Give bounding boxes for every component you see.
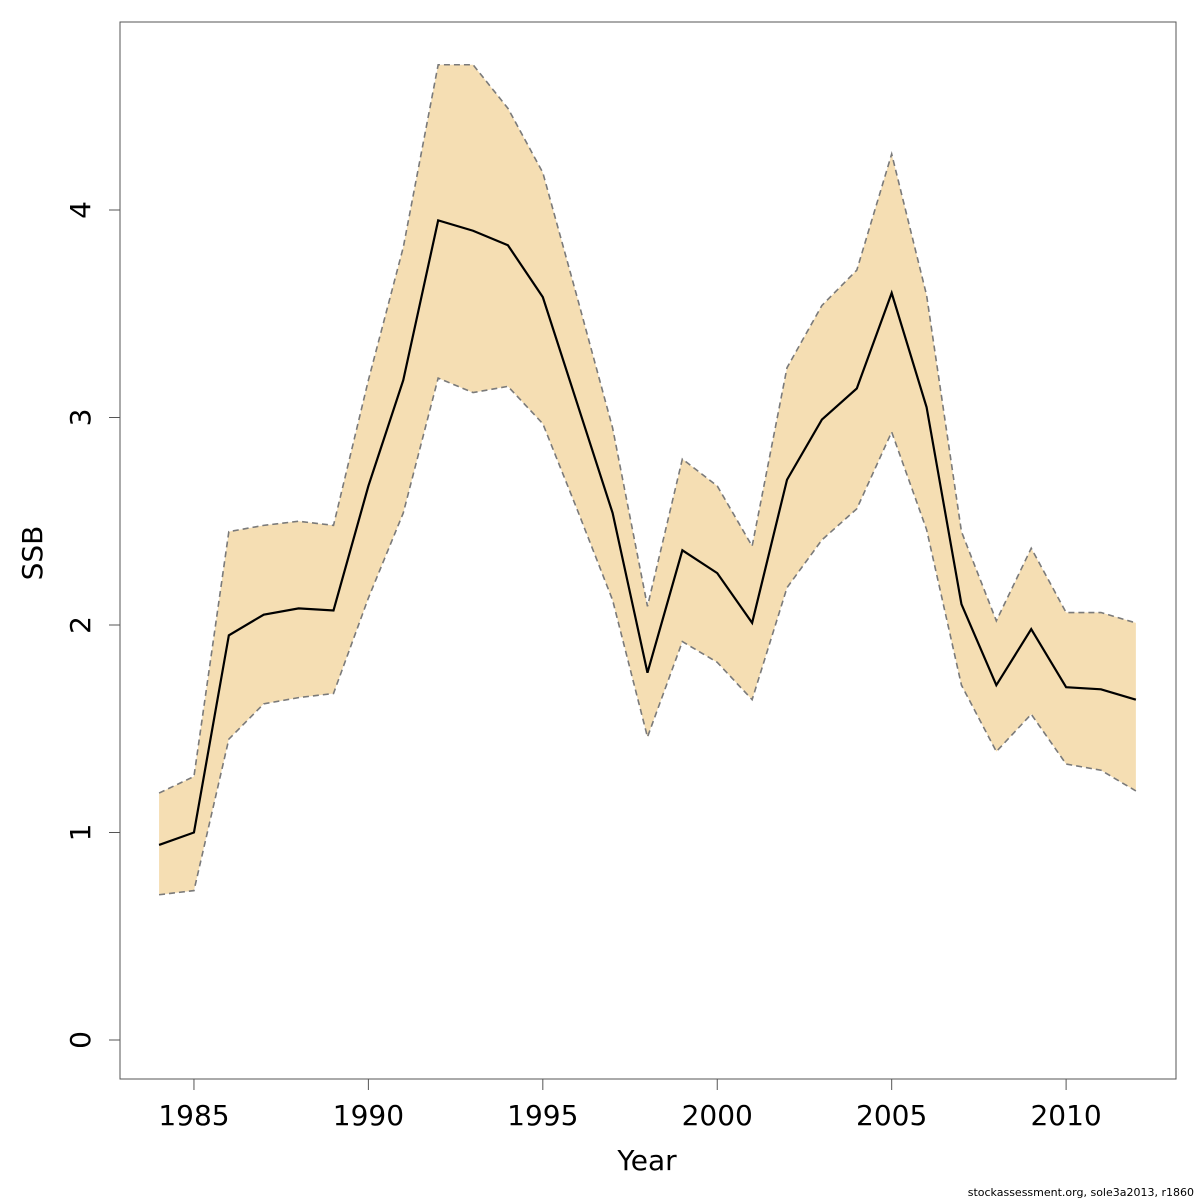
x-tick-label: 2010 <box>1030 1099 1101 1132</box>
y-axis-title: SSB <box>16 526 49 581</box>
y-tick-label: 1 <box>64 824 97 842</box>
x-tick-label: 1985 <box>158 1099 229 1132</box>
y-tick-label: 4 <box>64 201 97 219</box>
y-tick-label: 2 <box>64 616 97 634</box>
y-tick-label: 3 <box>64 409 97 427</box>
confidence-band <box>159 64 1136 895</box>
upper-bound-line <box>158 63 1137 794</box>
x-tick-label: 1995 <box>507 1099 578 1132</box>
x-axis-title: Year <box>616 1144 677 1177</box>
plot-frame <box>119 21 1177 1080</box>
footer-note: stockassessment.org, sole3a2013, r1860 <box>968 1186 1194 1199</box>
ssb-line <box>158 218 1137 846</box>
y-tick-label: 0 <box>64 1031 97 1049</box>
x-tick-label: 1990 <box>333 1099 404 1132</box>
x-tick-label: 2005 <box>856 1099 927 1132</box>
x-tick-label: 2000 <box>682 1099 753 1132</box>
